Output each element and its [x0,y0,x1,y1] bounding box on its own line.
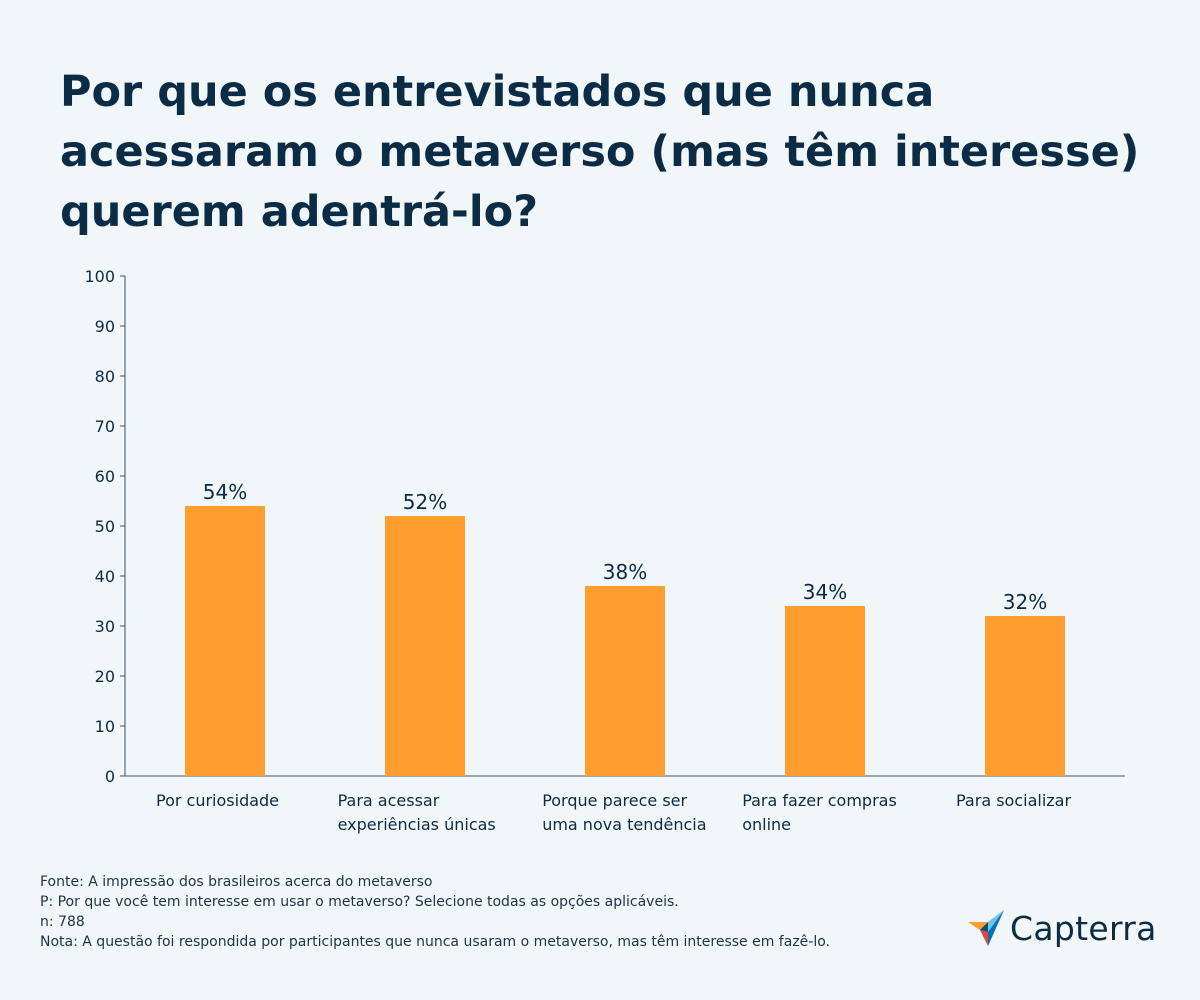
category-label: Para socializar [956,791,1071,810]
y-tick-label: 40 [95,567,115,586]
bar [385,516,465,776]
footnotes: Fonte: A impressão dos brasileiros acerc… [40,872,830,952]
bar [185,506,265,776]
bar [585,586,665,776]
category-label-line: uma nova tendência [542,815,706,834]
question-note: P: Por que você tem interesse em usar o … [40,894,679,910]
category-label: Para acessar experiências únicas [338,791,496,834]
chart-title: Por que os entrevistados que nunca acess… [60,67,1140,237]
data-label: 52% [403,490,447,514]
y-tick-label: 90 [95,317,115,336]
category-label-line: Para fazer compras [742,791,897,810]
y-tick-label: 30 [95,617,115,636]
bar [785,606,865,776]
source-note: Fonte: A impressão dos brasileiros acerc… [40,874,433,890]
data-label: 32% [1003,590,1047,614]
data-label: 38% [603,560,647,584]
data-label: 54% [203,480,247,504]
category-label-line: Por curiosidade [156,791,279,810]
y-tick-label: 50 [95,517,115,536]
category-label: Por curiosidade [156,791,279,810]
capterra-logo: Capterra [966,908,1157,948]
respondents-note: Nota: A questão foi respondida por parti… [40,934,830,950]
y-tick-label: 10 [95,717,115,736]
category-label-line: Porque parece ser [542,791,687,810]
logo-text: Capterra [1010,908,1157,948]
category-label-line: Para acessar [338,791,440,810]
category-label: Para fazer compras online [742,791,897,834]
bar [985,616,1065,776]
y-tick-label: 70 [95,417,115,436]
sample-size-note: n: 788 [40,914,85,930]
category-label: Porque parece ser uma nova tendência [542,791,706,834]
y-tick-label: 20 [95,667,115,686]
y-tick-label: 60 [95,467,115,486]
data-label: 34% [803,580,847,604]
y-tick-label: 80 [95,367,115,386]
category-label-line: Para socializar [956,791,1071,810]
category-label-line: experiências únicas [338,815,496,834]
bar-chart: 0 10 20 30 40 50 60 70 80 90 100 54% Por curiosidade… [84,267,1125,834]
category-label-line: online [742,815,791,834]
y-tick-label: 0 [105,767,115,786]
capterra-arrow-icon [968,910,1004,946]
y-tick-label: 100 [84,267,115,286]
